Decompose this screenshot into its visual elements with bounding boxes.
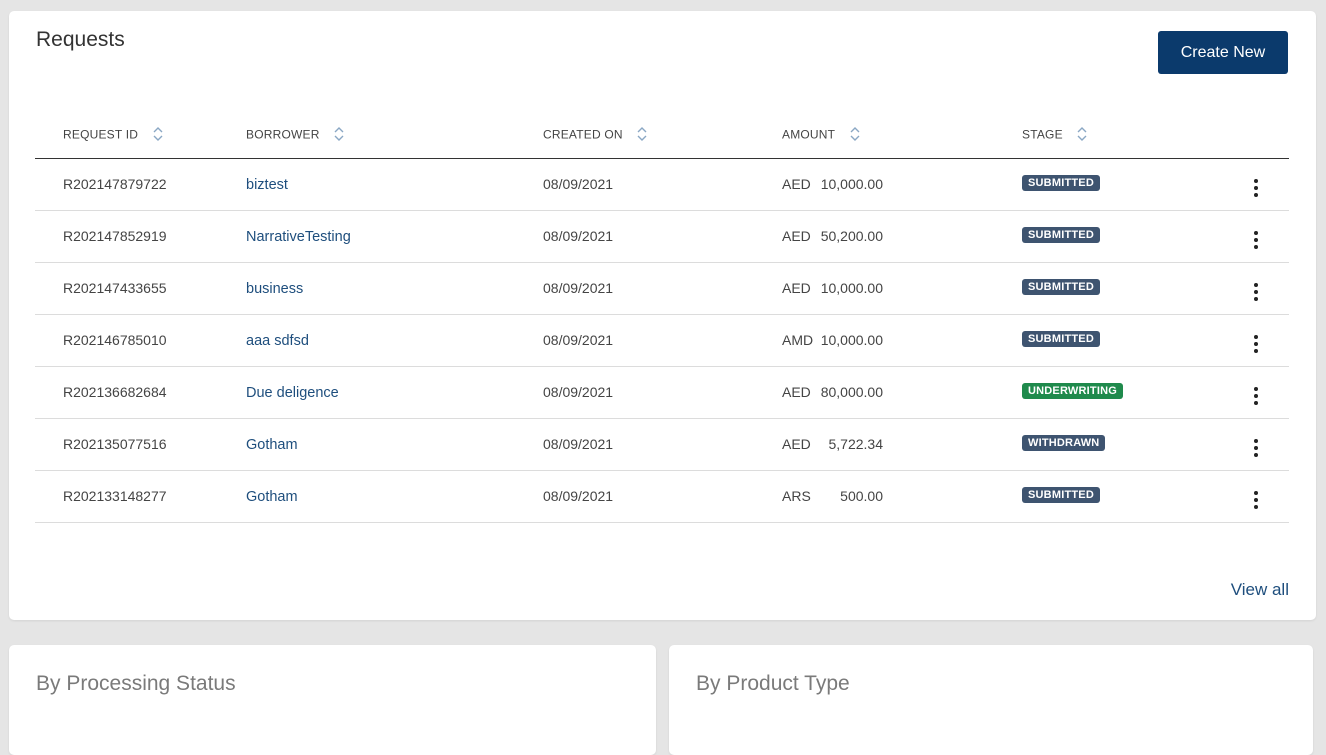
amount-value: 50,200.00 xyxy=(820,228,883,244)
table-row: R202147879722 biztest 08/09/2021 AED 10,0… xyxy=(35,158,1289,211)
sort-icon[interactable] xyxy=(333,126,345,145)
table-row: R202136682684 Due deligence 08/09/2021 A… xyxy=(35,366,1289,419)
sort-icon[interactable] xyxy=(849,126,861,145)
currency-code: AED xyxy=(782,280,811,296)
kebab-menu-icon[interactable] xyxy=(1248,229,1264,251)
column-header-request-id[interactable]: REQUEST ID xyxy=(35,113,246,159)
requests-title: Requests xyxy=(36,28,125,51)
amount-value: 10,000.00 xyxy=(820,332,883,348)
created-date: 08/09/2021 xyxy=(543,366,782,419)
column-header-created-on[interactable]: CREATED ON xyxy=(543,113,782,159)
kebab-menu-icon[interactable] xyxy=(1248,333,1264,355)
kebab-menu-icon[interactable] xyxy=(1248,281,1264,303)
currency-code: AED xyxy=(782,384,811,400)
request-id: R202135077516 xyxy=(35,418,246,471)
kebab-menu-icon[interactable] xyxy=(1248,385,1264,407)
amount-value: 10,000.00 xyxy=(820,280,883,296)
table-row: R202135077516 Gotham 08/09/2021 AED 5,722… xyxy=(35,418,1289,471)
table-row: R202146785010 aaa sdfsd 08/09/2021 AMD 10… xyxy=(35,314,1289,367)
request-id: R202136682684 xyxy=(35,366,246,419)
borrower-link[interactable]: NarrativeTesting xyxy=(246,228,351,245)
currency-code: AED xyxy=(782,436,811,452)
created-date: 08/09/2021 xyxy=(543,418,782,471)
requests-card: Requests Create New REQUEST ID BORROWER xyxy=(9,11,1316,620)
processing-status-card: By Processing Status xyxy=(9,645,656,755)
product-type-title: By Product Type xyxy=(696,672,850,695)
amount: AED 5,722.34 xyxy=(782,436,883,452)
stage-badge: UNDERWRITING xyxy=(1022,383,1123,399)
table-row: R202133148277 Gotham 08/09/2021 ARS 500.0… xyxy=(35,470,1289,523)
amount: AMD 10,000.00 xyxy=(782,332,883,348)
stage-badge: SUBMITTED xyxy=(1022,175,1100,191)
table-row: R202147433655 business 08/09/2021 AED 10,… xyxy=(35,262,1289,315)
borrower-link[interactable]: Due deligence xyxy=(246,384,339,401)
amount: AED 80,000.00 xyxy=(782,384,883,400)
currency-code: AMD xyxy=(782,332,814,348)
view-all-link[interactable]: View all xyxy=(1230,580,1289,599)
requests-table: REQUEST ID BORROWER CREATED ON xyxy=(35,113,1289,523)
table-header-row: REQUEST ID BORROWER CREATED ON xyxy=(35,113,1289,159)
processing-status-title: By Processing Status xyxy=(36,672,236,695)
borrower-link[interactable]: biztest xyxy=(246,176,288,193)
created-date: 08/09/2021 xyxy=(543,262,782,315)
column-header-stage[interactable]: STAGE xyxy=(1022,113,1222,159)
borrower-link[interactable]: business xyxy=(246,280,304,297)
currency-code: AED xyxy=(782,228,811,244)
borrower-link[interactable]: aaa sdfsd xyxy=(246,332,309,349)
stage-badge: WITHDRAWN xyxy=(1022,435,1106,451)
stage-badge: SUBMITTED xyxy=(1022,279,1100,295)
stage-badge: SUBMITTED xyxy=(1022,227,1100,243)
amount-value: 5,722.34 xyxy=(828,436,884,452)
borrower-link[interactable]: Gotham xyxy=(246,488,298,505)
created-date: 08/09/2021 xyxy=(543,210,782,263)
stage-badge: SUBMITTED xyxy=(1022,487,1100,503)
sort-icon[interactable] xyxy=(152,126,164,145)
column-header-amount[interactable]: AMOUNT xyxy=(782,113,1022,159)
request-id: R202146785010 xyxy=(35,314,246,367)
created-date: 08/09/2021 xyxy=(543,158,782,211)
borrower-link[interactable]: Gotham xyxy=(246,436,298,453)
created-date: 08/09/2021 xyxy=(543,314,782,367)
amount: AED 50,200.00 xyxy=(782,228,883,244)
column-header-borrower[interactable]: BORROWER xyxy=(246,113,543,159)
amount: AED 10,000.00 xyxy=(782,176,883,192)
product-type-card: By Product Type xyxy=(669,645,1313,755)
table-row: R202147852919 NarrativeTesting 08/09/202… xyxy=(35,210,1289,263)
amount-value: 500.00 xyxy=(840,488,883,504)
request-id: R202133148277 xyxy=(35,470,246,523)
requests-table-body: R202147879722 biztest 08/09/2021 AED 10,0… xyxy=(35,158,1289,523)
amount: ARS 500.00 xyxy=(782,488,883,504)
request-id: R202147879722 xyxy=(35,158,246,211)
amount-value: 80,000.00 xyxy=(820,384,883,400)
column-header-actions xyxy=(1222,113,1289,159)
request-id: R202147433655 xyxy=(35,262,246,315)
create-new-button[interactable]: Create New xyxy=(1158,31,1288,74)
request-id: R202147852919 xyxy=(35,210,246,263)
kebab-menu-icon[interactable] xyxy=(1248,437,1264,459)
currency-code: AED xyxy=(782,176,811,192)
sort-icon[interactable] xyxy=(1076,126,1088,145)
currency-code: ARS xyxy=(782,488,811,504)
created-date: 08/09/2021 xyxy=(543,470,782,523)
stage-badge: SUBMITTED xyxy=(1022,331,1100,347)
sort-icon[interactable] xyxy=(636,126,648,145)
kebab-menu-icon[interactable] xyxy=(1248,489,1264,511)
kebab-menu-icon[interactable] xyxy=(1248,177,1264,199)
amount: AED 10,000.00 xyxy=(782,280,883,296)
amount-value: 10,000.00 xyxy=(820,176,883,192)
